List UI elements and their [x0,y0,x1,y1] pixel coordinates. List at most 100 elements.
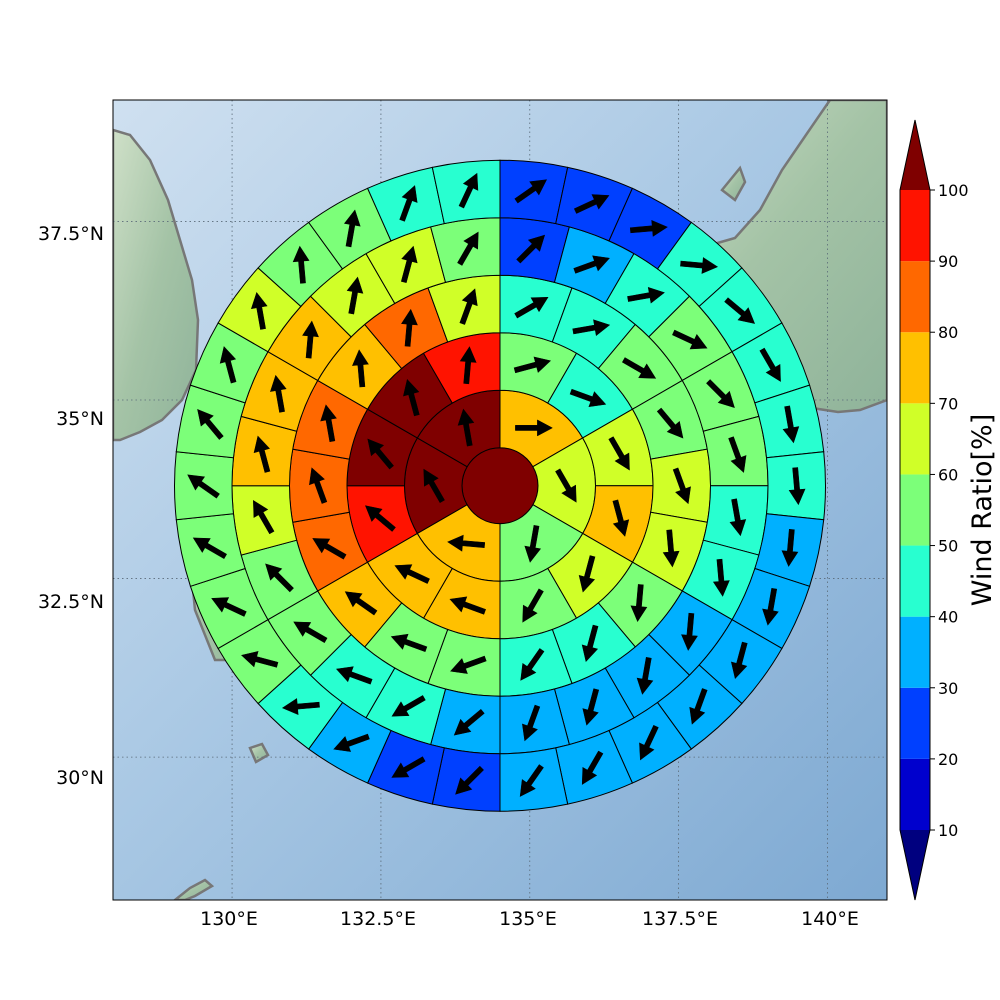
wind-arrow [555,468,577,503]
colorbar-segment [900,687,930,759]
wind-arrow [573,194,610,214]
lat-tick-label: 35°N [56,408,104,430]
wind-arrow [712,558,730,597]
latitude-tick-labels: 37.5°N 35°N 32.5°N 30°N [38,223,104,789]
lon-tick-label: 137.5°E [642,908,718,930]
wind-arrow [729,498,747,537]
wind-arrow [423,468,445,503]
wind-arrow [581,750,604,785]
wind-arrow [293,621,328,643]
wind-arrow [401,308,418,347]
wind-arrow [689,688,708,725]
land-korea [113,128,200,442]
wind-arrow [573,255,610,274]
wind-arrow [520,648,545,681]
colorbar-tick-label: 40 [938,608,958,627]
wind-arrow [522,704,541,742]
wind-arrow [516,234,546,264]
wind-arrow [250,292,268,330]
lon-tick-label: 135°E [499,908,557,930]
longitude-tick-labels: 130°E 132.5°E 135°E 137.5°E 140°E [200,908,859,930]
colorbar-label: Wind Ratio[%] [967,414,998,606]
wind-arrow [312,538,347,560]
lat-tick-label: 30°N [56,767,104,789]
wind-arrow [781,528,799,567]
lat-tick-label: 37.5°N [38,223,104,245]
wind-arrow [627,286,665,304]
lat-tick-label: 32.5°N [38,591,104,613]
wind-arrow [608,436,630,471]
wind-arrow [253,500,275,535]
wind-arrow [762,587,779,626]
colorbar-tick-label: 50 [938,537,958,556]
wind-arrow [197,409,224,440]
wind-arrow [457,231,479,266]
colorbar-extend-max [900,120,930,190]
wind-ratio-rings [174,159,826,812]
wind-arrow [662,529,680,568]
wind-arrow [639,724,659,761]
wind-arrow [524,525,542,563]
wind-arrow [270,374,287,413]
wind-arrow [572,319,611,336]
wind-arrow [302,320,319,359]
wind-arrow [514,296,549,319]
wind-arrow [253,435,271,473]
wind-arrow [400,245,418,284]
wind-arrow [320,404,337,443]
colorbar-segment [900,190,930,262]
wind-arrow [346,276,364,315]
colorbar-tick-label: 80 [938,323,958,342]
wind-arrow [292,245,310,284]
wind-arrow [459,288,478,325]
wind-arrow [394,564,430,584]
wind-arrow [390,633,428,653]
wind-arrow [681,612,698,651]
wind-arrow [706,379,735,408]
wind-arrow [192,537,227,560]
wind-arrow [449,596,486,615]
wind-arrow [672,467,691,505]
wind-arrow [459,346,477,385]
lon-tick-label: 132.5°E [340,908,416,930]
lon-tick-label: 140°E [801,908,859,930]
wind-arrow [457,408,475,447]
colorbar-tick-label: 30 [938,679,958,698]
wind-arrow [630,584,648,622]
wind-arrow [515,419,553,437]
wind-arrow [582,688,600,726]
colorbar-tick-label: 70 [938,394,958,413]
map-frame [112,99,888,901]
wind-arrow [187,474,220,499]
wind-arrow [333,733,370,752]
wind-arrow [241,651,279,668]
colorbar-segment [900,616,930,688]
wind-arrow [219,346,237,384]
wind-arrow [629,220,668,237]
wind-arrow [365,505,396,532]
colorbar-segment [900,403,930,475]
wind-arrow [759,347,781,382]
wind-arrow [782,405,800,444]
wind-arrow [519,764,544,797]
wind-arrow [367,438,394,470]
colorbar-segment [900,332,930,404]
wind-arrow [391,756,426,778]
colorbar-tick-label: 100 [938,181,969,200]
land-noto [720,165,747,202]
wind-arrow [450,655,487,674]
wind-arrow [569,388,607,408]
colorbar-tick-label: 60 [938,465,958,484]
lon-tick-label: 130°E [200,908,258,930]
wind-arrow [344,591,378,616]
wind-arrow [656,407,684,439]
colorbar-segment [900,545,930,617]
wind-arrow [581,624,599,662]
colorbar: 10 20 30 40 50 60 70 80 90 100 [899,119,969,901]
wind-arrow [352,349,369,388]
wind-arrow [343,209,361,248]
colorbar-segment [900,758,930,830]
wind-arrow [730,641,748,680]
wind-arrow [447,534,486,552]
